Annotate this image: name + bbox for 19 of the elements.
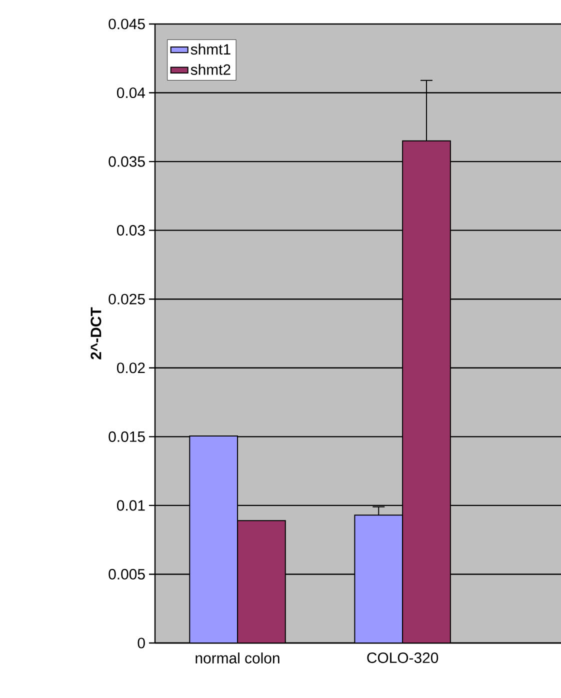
- x-tick-label: normal colon: [196, 652, 280, 664]
- y-tick-label: 0.02: [116, 362, 145, 374]
- bar: [354, 514, 404, 643]
- bar: [189, 435, 238, 643]
- y-tick-label: 0.015: [108, 431, 145, 442]
- bar: [402, 140, 451, 643]
- y-tick-label: 0.025: [108, 294, 145, 304]
- bar: [237, 520, 286, 643]
- legend-label: shmt2: [190, 64, 230, 75]
- legend-label: shmt1: [190, 44, 230, 55]
- y-tick-label: 0.035: [108, 156, 145, 167]
- y-tick-label: 0.03: [116, 225, 145, 236]
- y-tick-label: 0.005: [108, 568, 145, 580]
- x-tick-label: COLO-320: [367, 652, 438, 664]
- y-tick-label: 0.045: [108, 18, 145, 30]
- y-axis-title: 2^-DCT: [90, 307, 102, 360]
- y-tick-label: 0: [138, 638, 145, 648]
- y-tick-label: 0.01: [116, 500, 145, 511]
- y-tick-label: 0.04: [116, 87, 146, 98]
